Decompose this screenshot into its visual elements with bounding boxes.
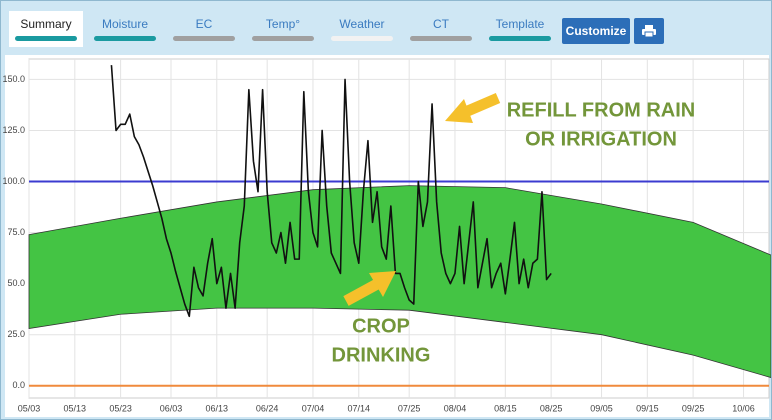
tab-underline bbox=[489, 36, 551, 41]
x-tick-label: 09/25 bbox=[682, 403, 705, 413]
customize-button[interactable]: Customize bbox=[562, 18, 630, 44]
tab-underline bbox=[331, 36, 393, 41]
tab[interactable]: Moisture bbox=[88, 11, 162, 47]
y-tick-label: 150.0 bbox=[2, 74, 25, 84]
moisture-line bbox=[110, 65, 552, 318]
tab-label: Template bbox=[495, 17, 545, 31]
x-tick-label: 05/03 bbox=[18, 403, 41, 413]
tab-underline bbox=[94, 36, 156, 41]
arrow-head bbox=[445, 99, 473, 123]
arrow-shaft bbox=[460, 92, 501, 119]
tab[interactable]: Summary bbox=[9, 11, 83, 47]
x-tick-label: 08/04 bbox=[444, 403, 467, 413]
x-tick-label: 10/06 bbox=[732, 403, 755, 413]
x-tick-label: 06/24 bbox=[256, 403, 279, 413]
annotation: REFILL FROM RAIN bbox=[507, 99, 696, 121]
tab-label: EC bbox=[195, 17, 213, 31]
y-tick-label: 50.0 bbox=[7, 278, 25, 288]
y-tick-label: 25.0 bbox=[7, 329, 25, 339]
x-tick-label: 09/05 bbox=[590, 403, 613, 413]
print-button[interactable] bbox=[634, 18, 664, 44]
annotation: DRINKING bbox=[332, 344, 431, 366]
y-tick-label: 0.0 bbox=[12, 380, 25, 390]
target-band bbox=[28, 185, 771, 378]
tab-underline bbox=[15, 36, 77, 41]
tab[interactable]: Template bbox=[483, 11, 557, 47]
arrows bbox=[343, 92, 501, 306]
tab[interactable]: Weather bbox=[325, 11, 399, 47]
tab-underline bbox=[252, 36, 314, 41]
x-tick-label: 07/25 bbox=[398, 403, 421, 413]
x-tick-label: 06/03 bbox=[160, 403, 183, 413]
y-tick-label: 75.0 bbox=[7, 227, 25, 237]
tab-bar: Summary Moisture EC Temp° Weather CT Template bbox=[9, 11, 562, 47]
tab-underline bbox=[410, 36, 472, 41]
arrow-shaft bbox=[343, 278, 382, 306]
print-icon bbox=[642, 25, 656, 37]
x-tick-label: 06/13 bbox=[206, 403, 229, 413]
tab-label: Temp° bbox=[265, 17, 301, 31]
annotation: CROP bbox=[352, 315, 410, 337]
x-tick-label: 08/25 bbox=[540, 403, 563, 413]
tab[interactable]: EC bbox=[167, 11, 241, 47]
x-tick-label: 05/13 bbox=[64, 403, 87, 413]
x-tick-label: 07/14 bbox=[348, 403, 371, 413]
x-tick-label: 09/15 bbox=[636, 403, 659, 413]
x-tick-label: 05/23 bbox=[109, 403, 132, 413]
y-tick-label: 125.0 bbox=[2, 125, 25, 135]
tab-label: Moisture bbox=[101, 17, 148, 31]
y-tick-label: 100.0 bbox=[2, 176, 25, 186]
annotation: OR IRRIGATION bbox=[525, 128, 677, 150]
tab-label: CT bbox=[433, 17, 449, 31]
tab[interactable]: Temp° bbox=[246, 11, 320, 47]
x-tick-label: 07/04 bbox=[302, 403, 325, 413]
tab[interactable]: CT bbox=[404, 11, 478, 47]
tab-label: Weather bbox=[339, 17, 385, 31]
tab-underline bbox=[173, 36, 235, 41]
x-tick-label: 08/15 bbox=[494, 403, 517, 413]
arrow-head bbox=[369, 271, 396, 297]
tab-label: Summary bbox=[20, 17, 72, 31]
